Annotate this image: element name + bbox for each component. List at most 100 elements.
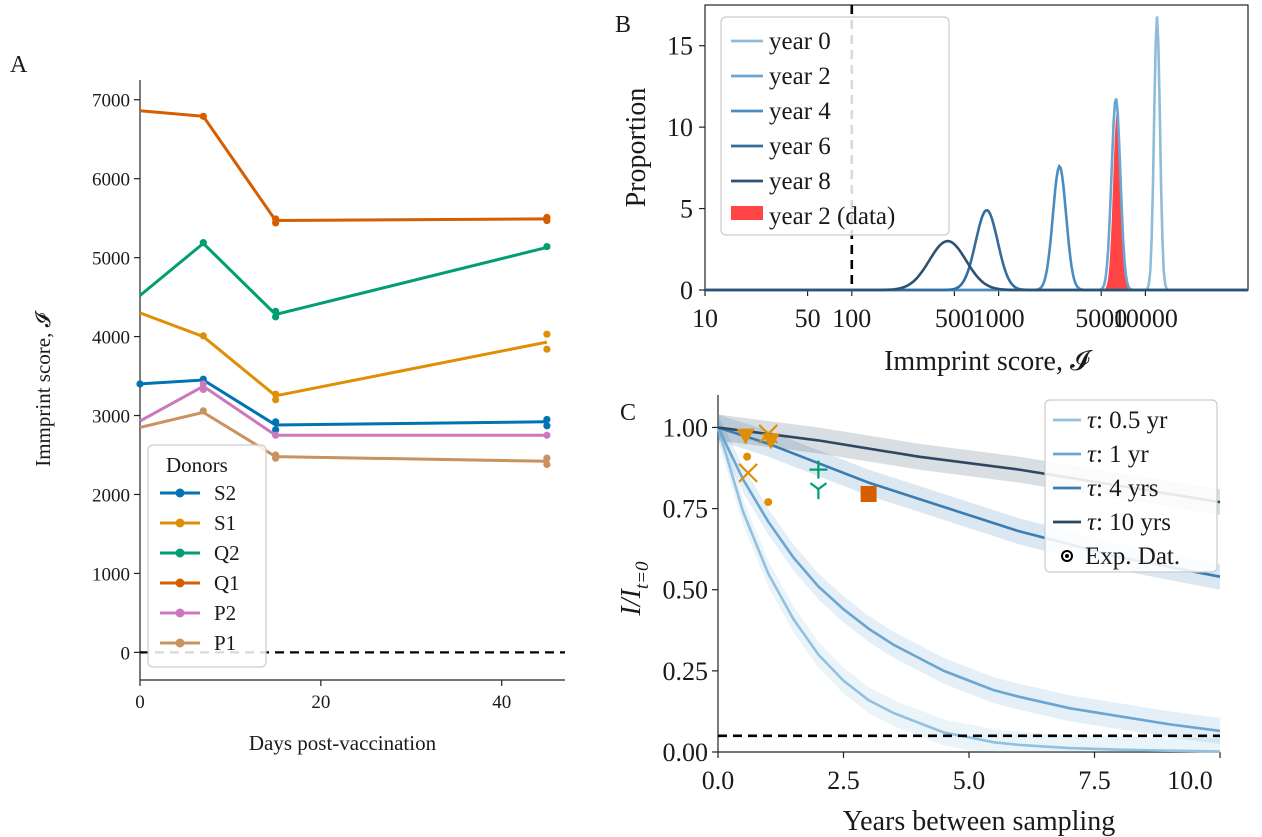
legend-label-exp: Exp. Dat. (1085, 543, 1180, 570)
legend-label-year-0: year 0 (769, 28, 831, 55)
y-tick-label: 5000 (92, 249, 130, 270)
legend-marker-p2 (175, 608, 185, 618)
series-line-p2 (139, 384, 547, 437)
panel-b-letter: B (615, 12, 631, 38)
legend-swatch-histogram (731, 206, 763, 220)
decay-curve (716, 426, 1221, 733)
x-tick-label: 7.5 (1078, 766, 1111, 795)
legend-label-s1: S1 (214, 511, 236, 535)
legend-label-year-2: year 2 (769, 63, 831, 90)
data-point-p2 (199, 380, 207, 388)
data-point-s2 (136, 380, 144, 388)
series-line-q1 (139, 109, 547, 223)
y-axis-label: I/It=0 (616, 561, 653, 617)
data-point-q1 (543, 216, 551, 225)
exp-data-point (764, 498, 773, 507)
legend-exp-marker-dot (1065, 554, 1069, 558)
series-line-s1 (139, 311, 548, 398)
panel-c-letter: C (620, 400, 636, 426)
data-point-q2 (543, 242, 551, 251)
data-point-s1 (543, 345, 551, 353)
data-point-q1 (199, 112, 207, 120)
exp-data-point (860, 485, 877, 502)
panel-a: A 0 1000 2000 3000 4000 5000 6000 7000 0 20 40 Days … (10, 52, 565, 755)
y-tick-label: 2000 (92, 485, 130, 506)
x-tick-label: 20 (311, 692, 330, 713)
x-tick-label: 10000 (1113, 304, 1178, 333)
y-tick-label: 3000 (92, 407, 130, 428)
x-tick-label: 0 (135, 692, 145, 713)
y-tick-label: 0.00 (663, 738, 709, 767)
data-point-s1 (543, 330, 551, 338)
data-point-s1 (199, 332, 207, 340)
data-point-q2 (272, 307, 280, 315)
data-point-s2 (543, 422, 551, 430)
y-tick-label: 15 (667, 32, 693, 61)
legend-label: τ: 4 yrs (1087, 475, 1158, 502)
data-point-q2 (199, 239, 207, 247)
legend-marker-s1 (175, 518, 185, 528)
series-line-p1 (139, 410, 547, 463)
x-tick-label: 10.0 (1167, 766, 1213, 795)
data-point-p2 (272, 431, 280, 439)
exp-data-point (743, 452, 752, 461)
legend-marker-p1 (175, 638, 185, 648)
x-tick-label: 40 (492, 692, 511, 713)
data-point-p1 (272, 454, 280, 462)
y-tick-label: 10 (667, 113, 693, 142)
x-tick-label: 100 (832, 304, 871, 333)
y-tick-label: 0 (680, 276, 693, 305)
y-tick-label: 7000 (92, 91, 130, 112)
histogram-year-2-data (1103, 112, 1131, 290)
data-point-s1 (272, 396, 280, 404)
data-point-p1 (543, 454, 551, 462)
legend-title: Donors (166, 453, 228, 477)
x-tick-label: 2.5 (827, 766, 860, 795)
data-point-s2 (272, 426, 280, 434)
y-tick-label: 6000 (92, 170, 130, 191)
x-axis-label: Immprint score, 𝓘 (884, 346, 1093, 377)
x-axis-label: Days post-vaccination (249, 731, 437, 755)
legend-marker-q2 (175, 548, 185, 558)
data-point-q2 (272, 313, 280, 321)
legend-label-p1: P1 (214, 631, 236, 655)
legend-label-year-8: year 8 (769, 168, 831, 195)
x-tick-label: 0.0 (702, 766, 735, 795)
data-point-s2 (543, 415, 551, 424)
y-tick-label: 4000 (92, 328, 130, 349)
data-point-s2 (272, 418, 280, 426)
x-tick-label: 5.0 (953, 766, 986, 795)
panel-a-letter: A (10, 52, 28, 78)
x-tick-label: 500 (935, 304, 974, 333)
density-curve-year-8 (705, 239, 1248, 292)
panel-c: C 0.00 0.25 0.50 0.75 1.00 0.0 2.5 5.0 7.5 10.0 Yea… (616, 395, 1221, 837)
x-tick-label: 10 (692, 304, 718, 333)
y-axis-label: Immprint score, 𝓘 (31, 310, 55, 466)
exp-data-point (809, 482, 828, 500)
legend-label-q1: Q1 (214, 571, 240, 595)
y-tick-label: 5 (680, 195, 693, 224)
data-point-q1 (272, 219, 280, 227)
y-tick-label: 1000 (92, 564, 130, 585)
data-point-p2 (543, 431, 551, 439)
exp-data-point (809, 460, 828, 479)
x-tick-label: 5000 (1075, 304, 1127, 333)
x-axis-label: Years between sampling (843, 806, 1115, 837)
y-tick-label: 0 (121, 643, 131, 664)
legend-label-histogram: year 2 (data) (769, 203, 895, 230)
exp-data-point (736, 428, 755, 445)
y-tick-label: 0.50 (663, 576, 709, 605)
series-line-q2 (139, 241, 548, 317)
legend-label-s2: S2 (214, 481, 236, 505)
legend-label-q2: Q2 (214, 541, 240, 565)
data-point-p1 (199, 407, 207, 415)
legend-label: τ: 10 yrs (1087, 509, 1171, 536)
x-tick-label: 50 (795, 304, 821, 333)
legend-box (720, 16, 950, 236)
legend-label: τ: 0.5 yr (1087, 407, 1168, 434)
confidence-band (718, 414, 1220, 744)
legend-box (147, 444, 267, 668)
data-point-p1 (543, 460, 551, 469)
